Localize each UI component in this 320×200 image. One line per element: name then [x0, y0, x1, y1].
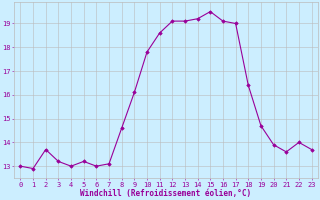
X-axis label: Windchill (Refroidissement éolien,°C): Windchill (Refroidissement éolien,°C)	[80, 189, 252, 198]
